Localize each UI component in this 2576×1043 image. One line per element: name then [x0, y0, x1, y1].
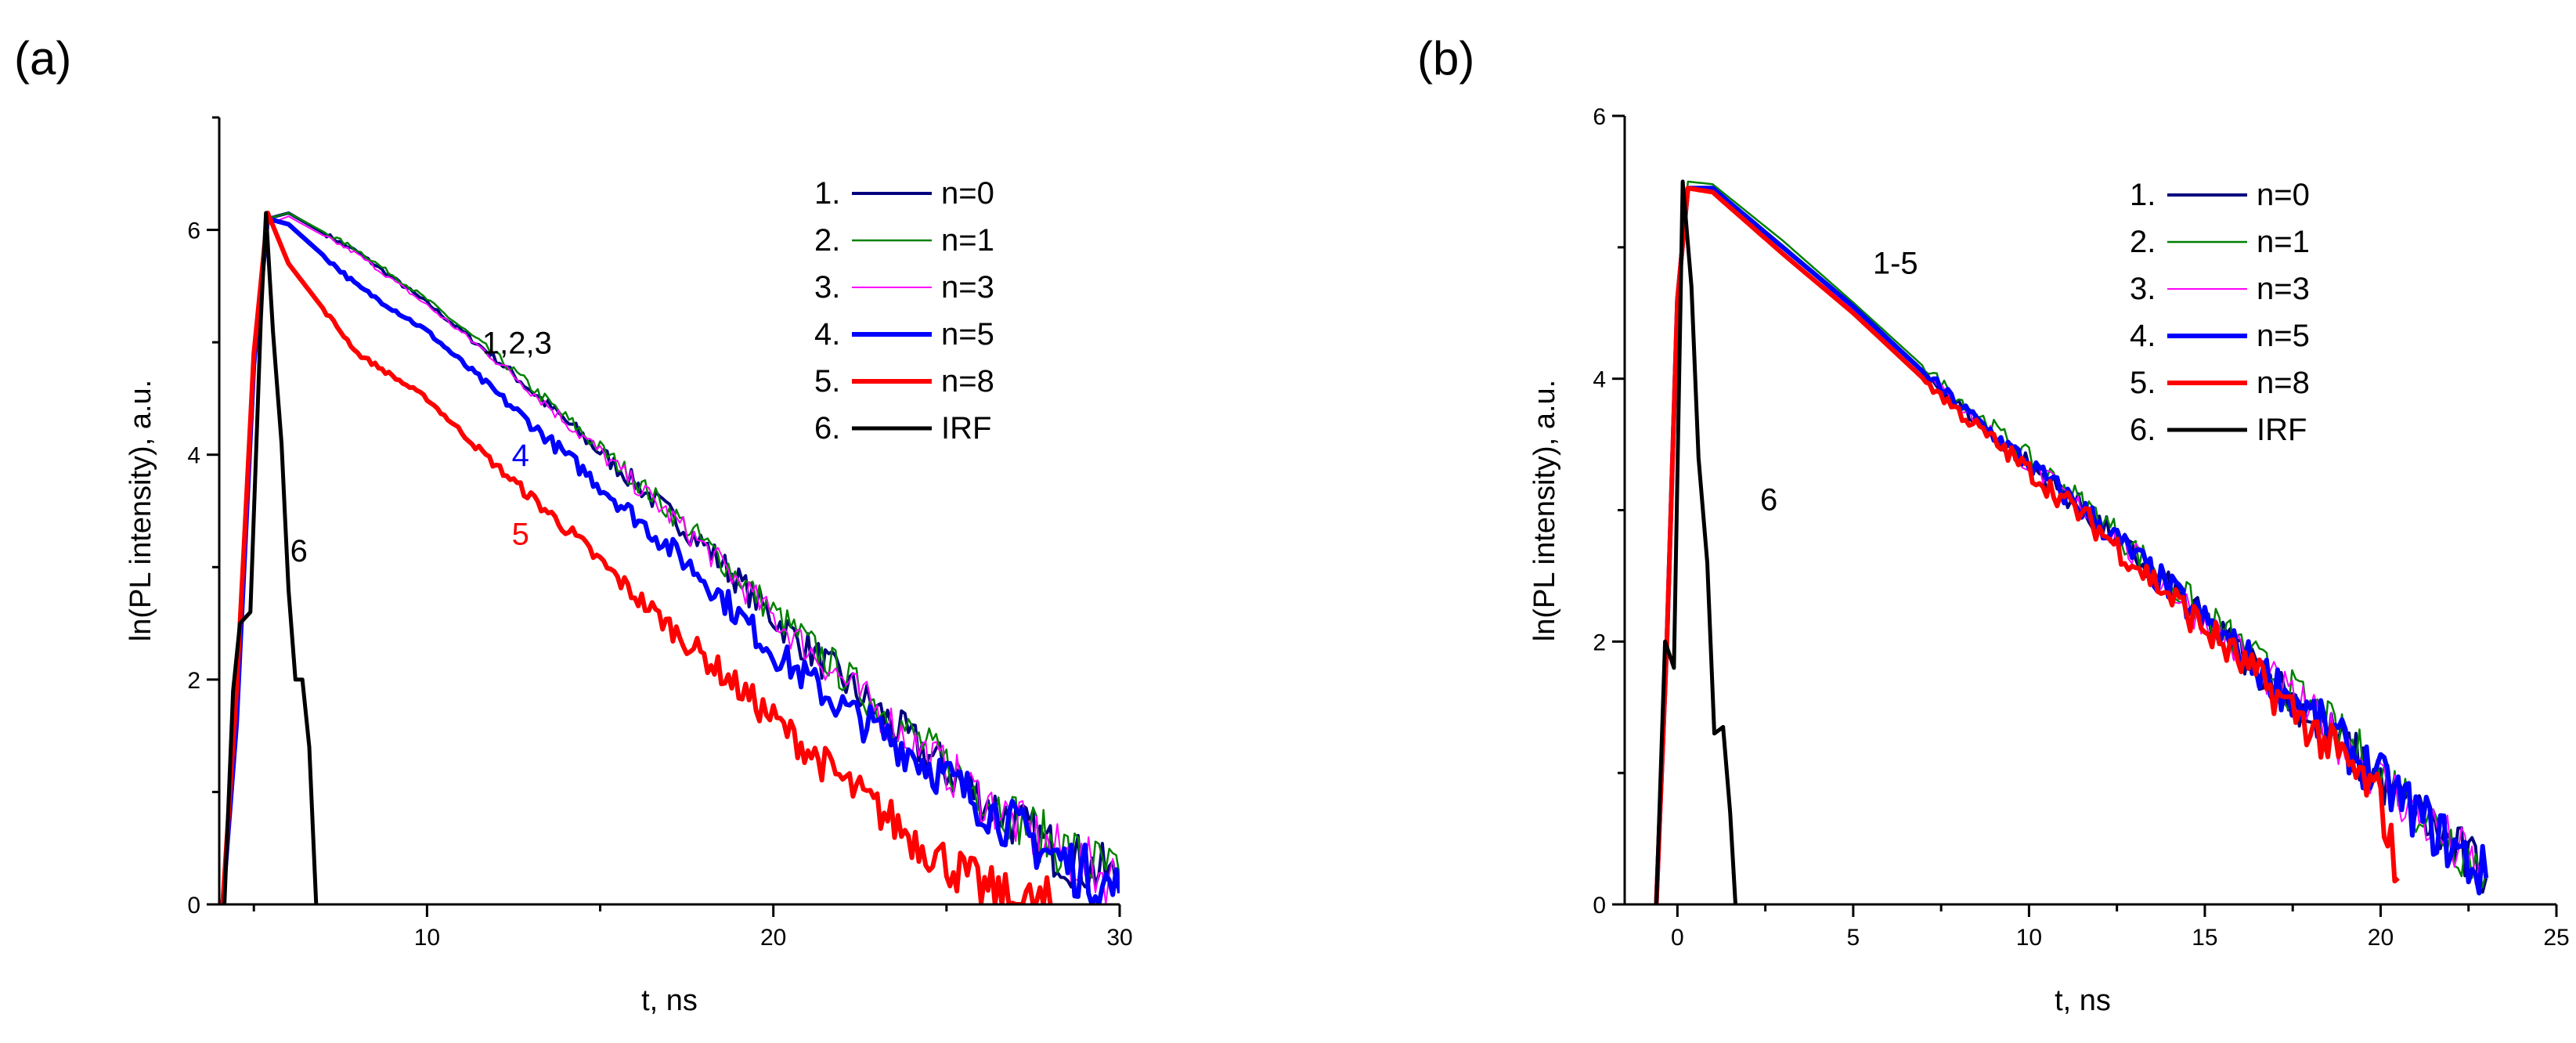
- y-tick-label: 6: [187, 218, 200, 244]
- series-line-n8: [220, 211, 1053, 904]
- series-layer: [220, 211, 1120, 904]
- curve-annotation: 6: [1760, 483, 1777, 518]
- legend-number: 1.: [814, 176, 840, 211]
- legend-entry: 5. n=8: [814, 364, 994, 399]
- legend-number: 3.: [2130, 272, 2156, 306]
- legend-number: 5.: [814, 364, 840, 399]
- series-line-n3: [222, 215, 1120, 904]
- x-tick-label: 30: [1106, 925, 1132, 951]
- legend-entry: 3. n=3: [2130, 272, 2310, 306]
- series-line-IRF: [1654, 179, 1737, 904]
- legend-label: IRF: [941, 411, 991, 446]
- chart-panel-a: (a) 1,2,3 4 5 6 10 20 30 0 2 4 6 t, ns ln(PL int…: [14, 32, 1133, 1017]
- legend-label: n=8: [941, 364, 994, 399]
- curve-annotation: 1,2,3: [482, 327, 552, 361]
- curve-annotation: 5: [512, 518, 529, 552]
- legend-label: n=5: [941, 317, 994, 352]
- legend-entry: 1. n=0: [2130, 178, 2310, 212]
- legend: 1. n=0 2. n=1 3. n=3 4. n=5 5. n=8 6. IRF: [2130, 178, 2310, 447]
- legend-label: n=0: [941, 176, 994, 211]
- legend-label: n=5: [2257, 319, 2310, 353]
- x-axis-title: t, ns: [641, 984, 698, 1017]
- legend-entry: 3. n=3: [814, 270, 994, 305]
- x-ticks: 10 20 30: [252, 904, 1133, 951]
- legend-number: 2.: [814, 223, 840, 258]
- y-tick-label: 0: [187, 893, 200, 918]
- y-ticks: 0 2 4 6: [1593, 104, 1625, 918]
- series-layer: [1654, 179, 2489, 904]
- curve-annotation: 1-5: [1873, 246, 1918, 280]
- legend-number: 1.: [2130, 178, 2156, 212]
- legend-number: 6.: [814, 411, 840, 446]
- y-axis-title: ln(PL intensity), a.u.: [1528, 380, 1561, 641]
- legend-number: 4.: [814, 317, 840, 352]
- legend-entry: 2. n=1: [2130, 225, 2310, 259]
- x-tick-label: 10: [414, 925, 440, 951]
- x-ticks: 0 5 10 15 20 25: [1671, 904, 2570, 951]
- legend-label: n=3: [2257, 272, 2310, 306]
- legend-label: n=1: [941, 223, 994, 258]
- x-tick-label: 10: [2016, 925, 2042, 951]
- y-tick-label: 6: [1593, 104, 1606, 130]
- legend: 1. n=0 2. n=1 3. n=3 4. n=5 5. n=8 6. IRF: [814, 176, 994, 446]
- legend-entry: 6. IRF: [2130, 413, 2307, 447]
- legend-label: IRF: [2257, 413, 2307, 447]
- x-tick-label: 0: [1671, 925, 1684, 951]
- chart-panel-b: (b) 1-5 6 0 5 10 15 20 25 0 2 4 6 t, ns ln(PL int…: [1417, 32, 2570, 1017]
- curve-annotation: 6: [290, 534, 308, 568]
- y-tick-label: 2: [187, 668, 200, 694]
- legend-label: n=1: [2257, 225, 2310, 259]
- legend-entry: 5. n=8: [2130, 366, 2310, 400]
- legend-number: 5.: [2130, 366, 2156, 400]
- x-tick-label: 25: [2543, 925, 2569, 951]
- y-ticks: 0 2 4 6: [187, 116, 219, 918]
- legend-label: n=8: [2257, 366, 2310, 400]
- x-tick-label: 20: [760, 925, 786, 951]
- legend-entry: 1. n=0: [814, 176, 994, 211]
- y-tick-label: 2: [1593, 630, 1606, 655]
- legend-entry: 6. IRF: [814, 411, 991, 446]
- curve-annotation: 4: [512, 438, 529, 473]
- x-axis-title: t, ns: [2055, 984, 2111, 1017]
- annotation-layer: 1,2,3 4 5 6: [290, 327, 552, 569]
- x-tick-label: 20: [2368, 925, 2394, 951]
- legend-entry: 2. n=1: [814, 223, 994, 258]
- legend-label: n=3: [941, 270, 994, 305]
- legend-entry: 4. n=5: [2130, 319, 2310, 353]
- legend-number: 3.: [814, 270, 840, 305]
- legend-entry: 4. n=5: [814, 317, 994, 352]
- legend-number: 2.: [2130, 225, 2156, 259]
- panel-label: (b): [1417, 32, 1474, 85]
- x-tick-label: 5: [1847, 925, 1860, 951]
- y-tick-label: 4: [187, 443, 200, 469]
- series-line-n5: [220, 216, 1120, 904]
- legend-number: 6.: [2130, 413, 2156, 447]
- y-tick-label: 0: [1593, 893, 1606, 918]
- annotation-layer: 1-5 6: [1760, 246, 1918, 517]
- legend-label: n=0: [2257, 178, 2310, 212]
- panel-label: (a): [14, 32, 71, 85]
- x-tick-label: 15: [2192, 925, 2217, 951]
- y-tick-label: 4: [1593, 367, 1606, 393]
- y-axis-title: ln(PL intensity), a.u.: [124, 380, 157, 641]
- series-line-n8: [1654, 186, 2400, 904]
- series-line-IRF: [222, 211, 319, 904]
- legend-number: 4.: [2130, 319, 2156, 353]
